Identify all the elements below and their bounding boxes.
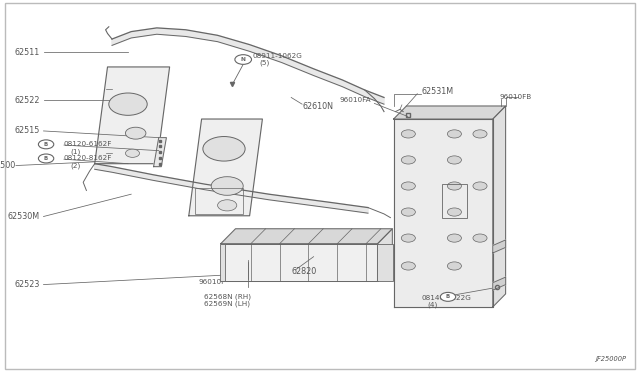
Text: 62522: 62522 [14,96,40,105]
Polygon shape [493,277,506,290]
Circle shape [440,292,456,301]
Text: B: B [44,142,48,147]
Circle shape [447,262,461,270]
Text: 62569N (LH): 62569N (LH) [204,300,250,307]
Circle shape [401,208,415,216]
Text: 62568N (RH): 62568N (RH) [204,294,251,300]
Text: 96010FB: 96010FB [499,94,531,100]
Text: 96010FA: 96010FA [340,97,371,103]
Circle shape [211,177,243,195]
Circle shape [203,137,245,161]
Text: 62523: 62523 [14,280,40,289]
Text: 62610N: 62610N [302,102,333,110]
Bar [220,244,225,281]
Circle shape [401,156,415,164]
Text: (1): (1) [70,148,81,155]
Text: JF25000P: JF25000P [595,356,626,362]
Polygon shape [189,119,262,216]
Polygon shape [394,106,506,119]
Text: 62500: 62500 [0,161,16,170]
Polygon shape [112,28,384,104]
Circle shape [38,140,54,149]
Text: 08911-1062G: 08911-1062G [253,53,303,59]
Circle shape [109,93,147,115]
Circle shape [401,182,415,190]
Text: N: N [241,57,246,62]
Text: 62820: 62820 [291,267,316,276]
Bar [195,188,243,214]
Polygon shape [394,119,493,307]
Circle shape [401,262,415,270]
Circle shape [125,127,146,139]
Polygon shape [154,138,166,167]
Circle shape [218,200,237,211]
Text: B: B [446,294,450,299]
Polygon shape [221,244,378,281]
Polygon shape [221,229,392,244]
Text: 08120-6162F: 08120-6162F [64,141,113,147]
Polygon shape [378,229,392,281]
Circle shape [401,130,415,138]
Circle shape [473,234,487,242]
Text: 08146-6122G: 08146-6122G [421,295,471,301]
Text: 62511: 62511 [15,48,40,57]
Circle shape [401,234,415,242]
Circle shape [447,156,461,164]
Text: 08120-8162F: 08120-8162F [64,155,113,161]
Text: (2): (2) [70,163,81,169]
Polygon shape [493,106,506,307]
Text: 96010F: 96010F [198,279,226,285]
Bar [377,244,393,281]
Text: 62515: 62515 [14,126,40,135]
Polygon shape [493,240,506,253]
Text: (5): (5) [259,60,269,67]
Text: (4): (4) [428,302,438,308]
Circle shape [473,182,487,190]
Circle shape [38,154,54,163]
Circle shape [447,208,461,216]
Circle shape [447,182,461,190]
Circle shape [235,55,252,64]
Circle shape [447,130,461,138]
Text: B: B [44,156,48,161]
Circle shape [447,234,461,242]
Bar [442,184,467,218]
Text: 62531M: 62531M [421,87,453,96]
Polygon shape [95,164,368,213]
Circle shape [125,149,140,157]
Polygon shape [95,67,170,164]
Circle shape [473,130,487,138]
Text: 62530M: 62530M [8,212,40,221]
